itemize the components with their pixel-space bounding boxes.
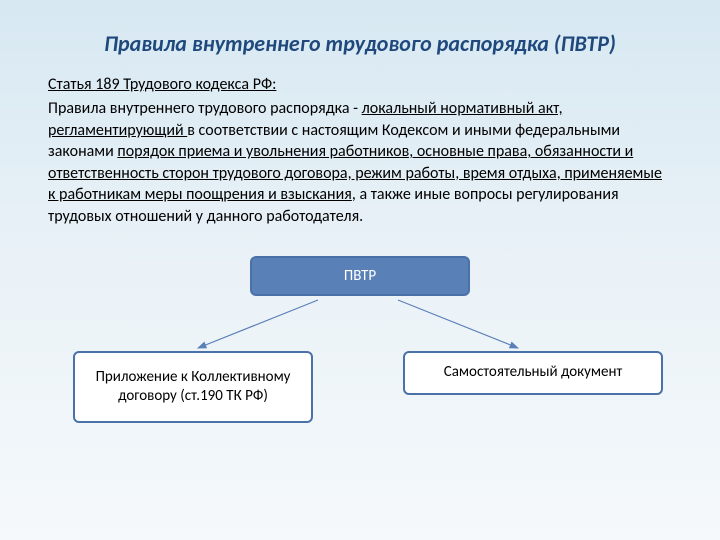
diagram-left-node: Приложение к Коллективному договору (ст.…: [73, 351, 313, 423]
diagram-right-node: Самостоятельный документ: [403, 351, 663, 395]
diagram-container: ПВТР Приложение к Коллективному договору…: [48, 256, 672, 456]
text-plain-1: Правила внутреннего трудового распорядка…: [48, 99, 362, 118]
diagram-center-node: ПВТР: [250, 256, 470, 296]
connector-left: [198, 300, 318, 348]
definition-paragraph: Правила внутреннего трудового распорядка…: [48, 98, 672, 228]
connector-right: [398, 300, 518, 348]
page-title: Правила внутреннего трудового распорядка…: [48, 30, 672, 57]
article-reference: Статья 189 Трудового кодекса РФ:: [48, 75, 672, 94]
